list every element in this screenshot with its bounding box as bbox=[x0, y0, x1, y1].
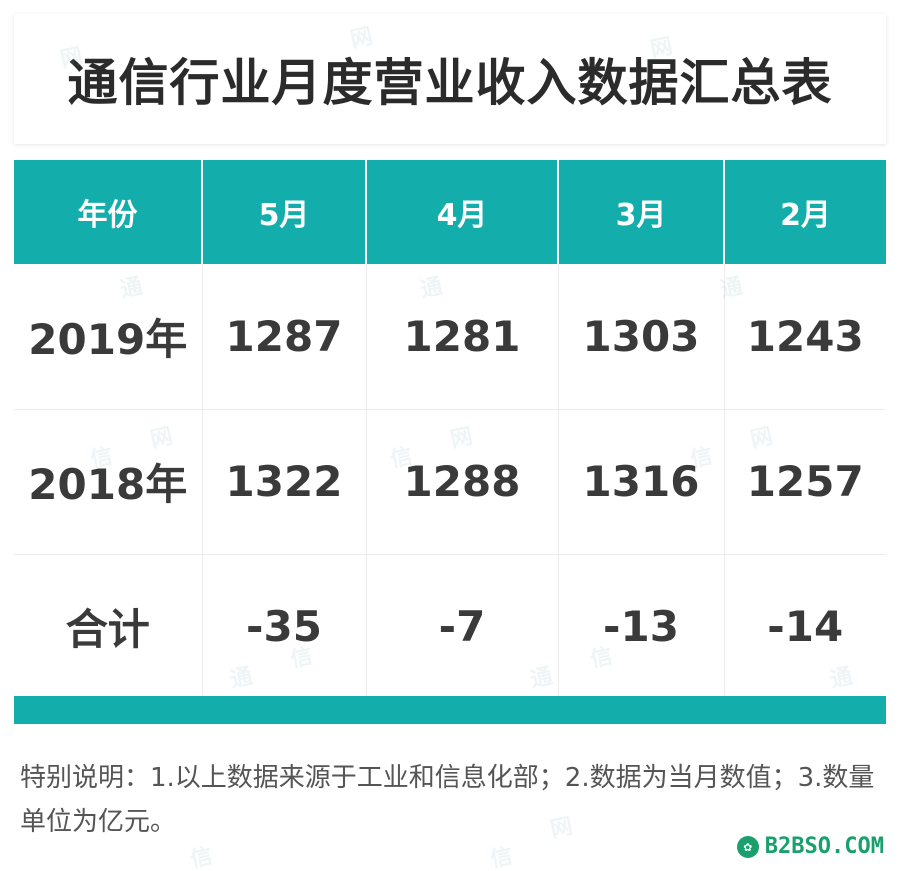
header-may: 5月 bbox=[201, 160, 366, 264]
table-cell: -7 bbox=[365, 553, 558, 699]
table-cell: -14 bbox=[723, 553, 886, 699]
row-label: 2018年 bbox=[14, 408, 202, 554]
page-title: 通信行业月度营业收入数据汇总表 bbox=[67, 54, 833, 112]
revenue-table-container: 年份 5月 4月 3月 2月 2019年 1287 1281 1303 1243… bbox=[14, 160, 886, 726]
table-row: 2019年 1287 1281 1303 1243 bbox=[14, 264, 886, 409]
row-label: 合计 bbox=[14, 553, 202, 699]
revenue-table: 年份 5月 4月 3月 2月 2019年 1287 1281 1303 1243… bbox=[14, 160, 886, 699]
table-cell: 1288 bbox=[365, 408, 558, 554]
table-cell: 1281 bbox=[365, 264, 558, 409]
table-cell: 1322 bbox=[201, 408, 366, 554]
brand-text: B2BSO.COM bbox=[764, 834, 884, 859]
table-footer-bar bbox=[14, 696, 886, 724]
title-card: 通信行业月度营业收入数据汇总表 bbox=[14, 14, 886, 144]
table-cell: -35 bbox=[201, 553, 366, 699]
row-label: 2019年 bbox=[28, 314, 188, 364]
table-cell: 1243 bbox=[723, 264, 886, 409]
table-row: 2018年 1322 1288 1316 1257 bbox=[14, 408, 886, 554]
header-year: 年份 bbox=[14, 160, 202, 264]
table-cell: 1257 bbox=[723, 408, 886, 554]
header-march: 3月 bbox=[557, 160, 724, 264]
table-row: 合计 -35 -7 -13 -14 bbox=[14, 553, 886, 699]
footnote: 特别说明：1.以上数据来源于工业和信息化部；2.数据为当月数值；3.数量单位为亿… bbox=[20, 763, 875, 837]
header-april: 4月 bbox=[365, 160, 558, 264]
table-cell: 1303 bbox=[557, 264, 724, 409]
brand-logo: ✿ B2BSO.COM bbox=[736, 834, 884, 859]
table-header-row: 年份 5月 4月 3月 2月 bbox=[14, 160, 886, 264]
table-cell: 1316 bbox=[557, 408, 724, 554]
header-february: 2月 bbox=[723, 160, 886, 264]
leaf-icon: ✿ bbox=[736, 835, 759, 858]
table-cell: -13 bbox=[557, 553, 724, 699]
table-cell: 1287 bbox=[201, 264, 366, 409]
